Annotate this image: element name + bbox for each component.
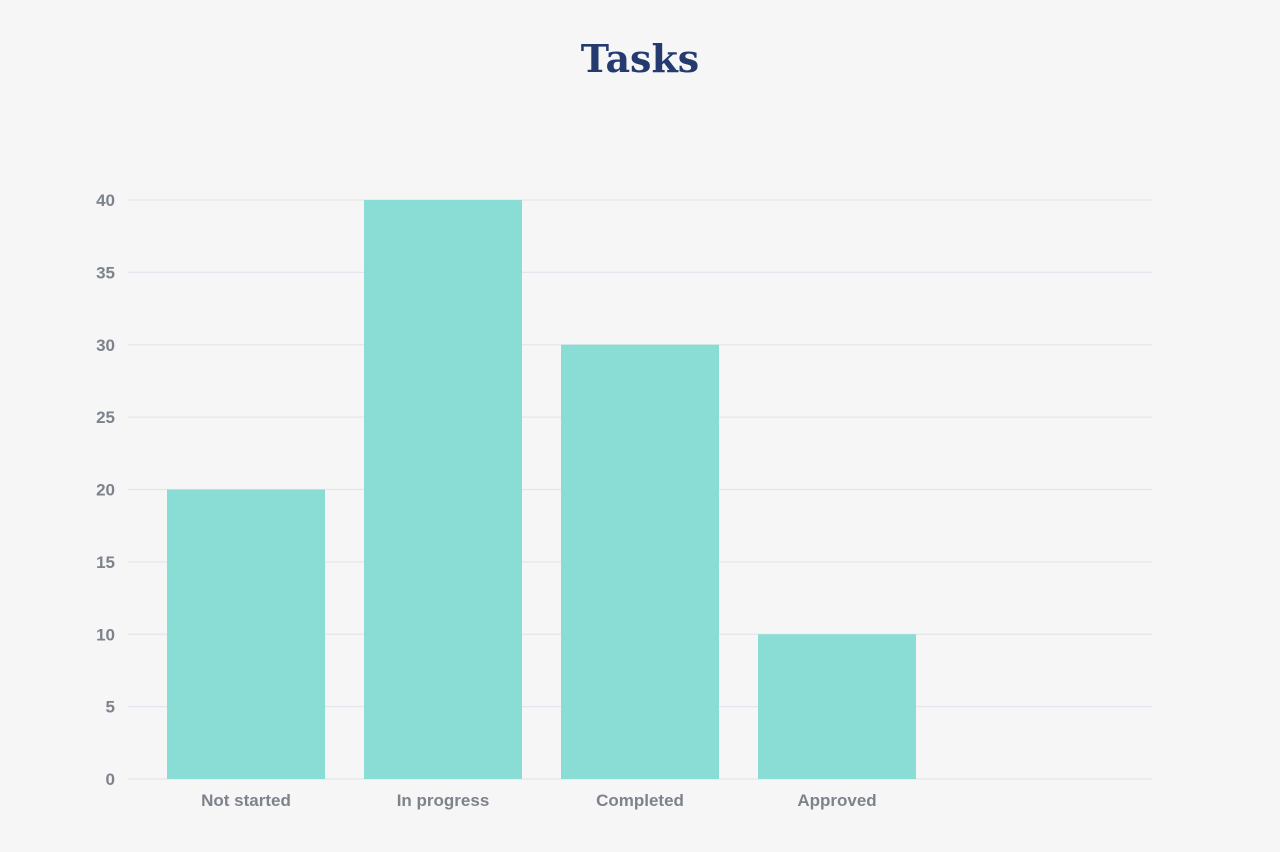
x-category-label: Approved	[797, 791, 876, 810]
y-tick-label: 35	[96, 263, 115, 282]
x-category-label: Completed	[596, 791, 684, 810]
chart-title: Tasks	[580, 36, 700, 81]
y-tick-label: 0	[106, 770, 115, 789]
y-tick-label: 25	[96, 408, 115, 427]
bar-completed	[561, 344, 719, 779]
y-axis-ticks: 0 5 10 15 20 25 30 35 40	[96, 191, 115, 789]
x-category-label: In progress	[397, 791, 490, 810]
y-tick-label: 15	[96, 553, 115, 572]
y-tick-label: 40	[96, 191, 115, 210]
x-category-label: Not started	[201, 791, 291, 810]
y-tick-label: 20	[96, 481, 115, 500]
bars	[167, 200, 916, 779]
y-tick-label: 10	[96, 625, 115, 644]
y-tick-label: 30	[96, 336, 115, 355]
x-axis-labels: Not started In progress Completed Approved	[201, 791, 877, 810]
bar-in-progress	[364, 200, 522, 779]
y-tick-label: 5	[106, 698, 115, 717]
bar-approved	[758, 634, 916, 779]
bar-not-started	[167, 489, 325, 779]
